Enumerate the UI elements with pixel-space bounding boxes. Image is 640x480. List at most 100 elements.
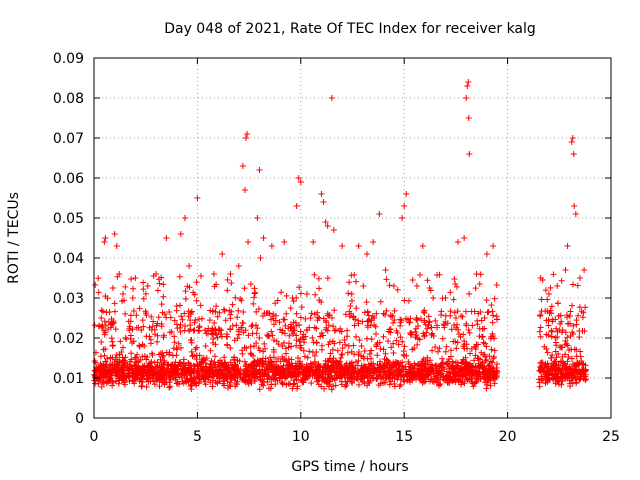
data-point [543,345,550,352]
data-point [310,339,317,346]
data-point [565,320,572,327]
data-point [559,353,566,360]
data-point [261,367,268,374]
data-point [289,330,296,337]
data-point [297,179,304,185]
data-point [538,377,545,384]
data-point [537,311,544,318]
data-point [434,324,441,331]
data-point [275,341,282,348]
data-point [552,348,559,355]
data-point [209,383,216,390]
data-point [447,312,454,319]
data-point [283,350,290,357]
data-point [240,319,247,326]
data-point [120,344,127,351]
x-tick-label: 20 [499,429,517,445]
data-point [425,372,432,379]
data-point [195,380,202,387]
data-point [396,383,403,390]
data-point [477,375,484,382]
data-point [291,327,298,334]
data-point [553,325,560,332]
data-point [363,251,370,257]
data-point [188,339,195,346]
data-point [376,211,383,217]
data-point [140,373,147,380]
data-point [349,373,356,380]
data-point [404,373,411,380]
data-point [461,338,468,345]
data-point [158,372,165,379]
data-point [180,360,187,367]
data-points [91,79,590,393]
data-point [338,372,345,379]
data-point [252,289,259,296]
data-point [147,340,154,347]
data-point [561,362,568,369]
data-point [476,363,483,370]
data-point [345,290,352,297]
data-point [173,352,180,359]
data-point [548,327,555,334]
data-point [156,280,163,287]
data-point [549,318,556,325]
data-point [150,378,157,385]
data-point [390,349,397,356]
data-point [302,333,309,340]
data-point [454,359,461,366]
y-tick-label: 0 [75,411,84,427]
data-point [216,309,223,316]
data-point [548,328,555,335]
data-point [482,379,489,386]
data-point [412,373,419,380]
data-point [231,361,238,368]
data-point [168,365,175,372]
data-point [439,335,446,342]
data-point [153,271,160,277]
data-point [352,278,359,285]
data-point [447,353,454,360]
data-point [119,356,126,363]
data-point [239,350,246,357]
data-point [184,368,191,375]
data-point [297,290,304,297]
data-point [236,370,243,377]
data-point [301,366,308,373]
data-point [117,373,124,380]
data-point [194,195,201,201]
data-point [480,339,487,346]
data-point [363,299,370,306]
data-point [166,374,173,381]
data-point [419,379,426,386]
data-point [171,333,178,340]
data-point [247,343,254,350]
data-point [109,343,116,349]
data-point [401,297,408,304]
data-point [413,282,420,289]
data-point [544,375,551,382]
data-point [421,319,428,326]
data-point [265,333,272,340]
data-point [463,95,470,101]
data-point [328,386,335,393]
data-point [232,294,239,301]
data-point [122,361,129,368]
data-point [173,303,180,309]
data-point [440,376,447,383]
data-point [414,323,421,330]
data-point [536,328,543,335]
data-point [226,307,233,314]
axis-ticks: 0 5 10 15 20 25 0 0.01 0.02 0.03 0.04 0.05 0.06 0.07 0… [53,51,620,445]
data-point [414,362,421,369]
data-point [355,381,362,388]
data-point [394,329,401,336]
data-point [445,379,452,386]
data-point [571,362,578,369]
data-point [264,379,271,386]
data-point [288,356,295,363]
data-point [278,289,285,296]
data-point [259,363,266,370]
